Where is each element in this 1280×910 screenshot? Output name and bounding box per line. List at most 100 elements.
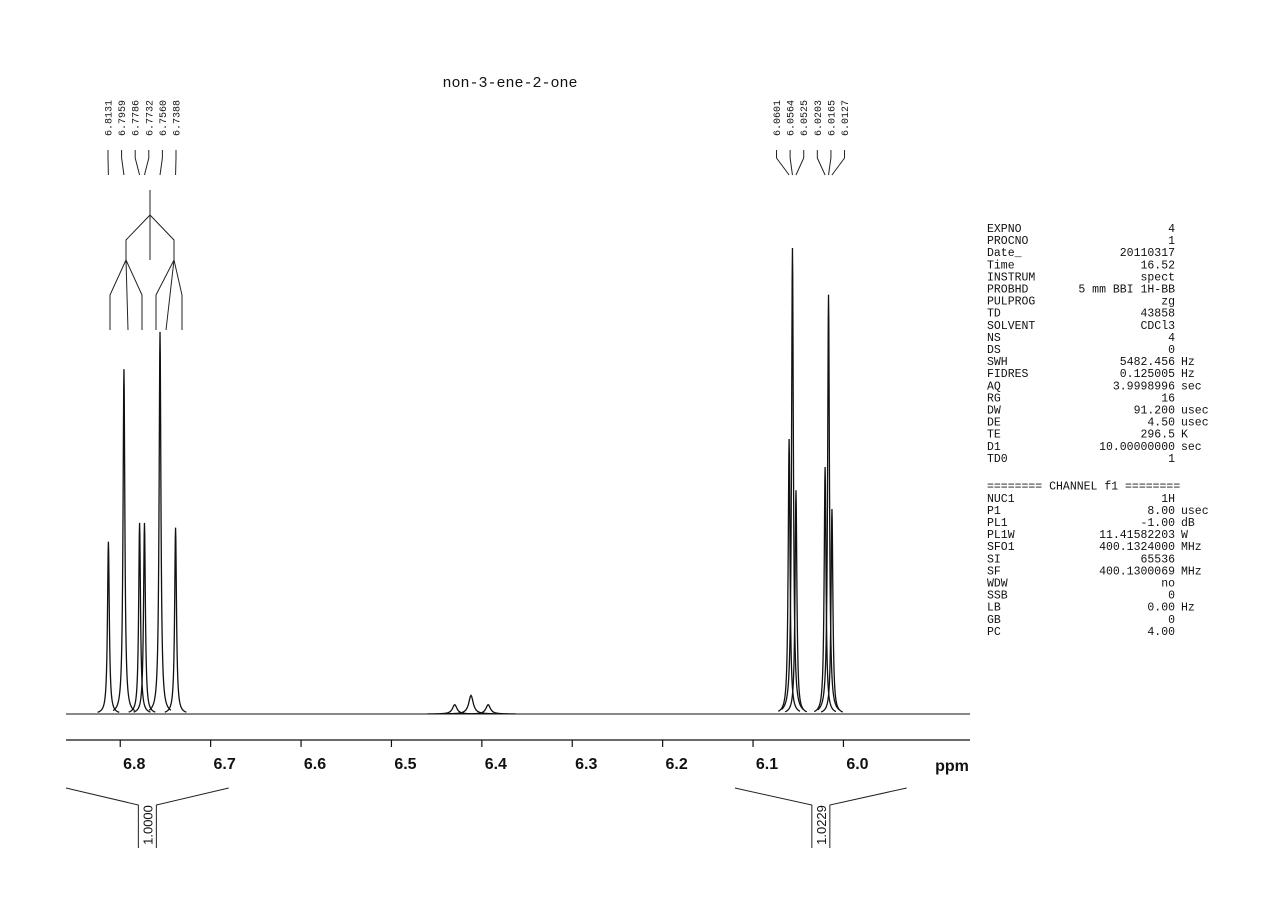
parameter-unit: usec <box>1181 417 1209 430</box>
parameter-value: 20110317 <box>1120 247 1175 260</box>
tree-lines <box>110 190 182 330</box>
parameter-value: 1 <box>1168 453 1175 466</box>
peak-label-connector <box>832 150 845 175</box>
parameter-value: 400.1300069 <box>1099 565 1175 578</box>
peak <box>461 705 515 714</box>
parameter-unit: Hz <box>1181 356 1195 369</box>
peak-label: 6.7959 <box>118 100 129 136</box>
parameter-value: 11.41582203 <box>1099 529 1175 542</box>
peak <box>444 695 498 713</box>
parameter-unit: usec <box>1181 505 1209 518</box>
parameter-name: P1 <box>987 505 1001 518</box>
parameter-value: CDCl3 <box>1140 320 1175 333</box>
peak <box>165 528 187 713</box>
parameter-name: D1 <box>987 441 1001 454</box>
integral-label: 1.0000 <box>140 805 155 845</box>
parameter-name: PROCNO <box>987 235 1029 248</box>
parameter-name: NUC1 <box>987 493 1015 506</box>
parameter-value: 5482.456 <box>1120 356 1175 369</box>
parameter-name: NS <box>987 332 1001 345</box>
parameter-name: WDW <box>987 578 1008 591</box>
parameter-unit: Hz <box>1181 602 1195 615</box>
peak-label: 6.0127 <box>841 100 852 136</box>
peak-label-connector <box>817 150 825 175</box>
peak-label-connector <box>135 150 139 175</box>
peak-label: 6.7786 <box>132 100 143 136</box>
parameter-name: SWH <box>987 356 1008 369</box>
x-tick-label: 6.2 <box>666 756 688 773</box>
parameter-value: 4 <box>1168 223 1175 236</box>
parameter-value: 65536 <box>1140 553 1175 566</box>
x-tick-label: 6.6 <box>304 756 326 773</box>
parameter-table: EXPNO 4 PROCNO 1 Date_ 20110317 Time 16.52 INSTR… <box>987 223 1209 639</box>
parameter-unit: MHz <box>1181 565 1202 578</box>
parameter-name: INSTRUM <box>987 271 1035 284</box>
parameter-unit: W <box>1181 529 1188 542</box>
parameter-value: no <box>1161 578 1175 591</box>
peak-label-connector <box>829 150 831 175</box>
parameter-value: 43858 <box>1140 308 1175 321</box>
x-tick-label: 6.7 <box>214 756 236 773</box>
parameter-value: 0 <box>1168 344 1175 357</box>
parameter-name: FIDRES <box>987 368 1029 381</box>
parameter-name: Date_ <box>987 247 1022 260</box>
peak <box>113 369 135 710</box>
parameter-value: zg <box>1161 296 1175 309</box>
x-tick-label: 6.3 <box>575 756 597 773</box>
parameter-name: SSB <box>987 590 1008 603</box>
parameter-name: PL1W <box>987 529 1015 542</box>
parameter-name: EXPNO <box>987 223 1022 236</box>
parameter-value: 400.1324000 <box>1099 541 1175 554</box>
parameter-value: 16.52 <box>1140 259 1175 272</box>
parameter-value: 0 <box>1168 590 1175 603</box>
parameter-value: spect <box>1140 271 1175 284</box>
peak-label-connector <box>122 150 124 175</box>
parameter-unit: MHz <box>1181 541 1202 554</box>
peak-label-connector <box>790 150 792 175</box>
parameter-name: PULPROG <box>987 296 1035 309</box>
parameter-value: 296.5 <box>1140 429 1175 442</box>
x-tick-label: 6.0 <box>846 756 868 773</box>
parameter-name: TE <box>987 429 1001 442</box>
peak-label: 6.7388 <box>172 100 183 136</box>
integral-label: 1.0229 <box>814 805 829 845</box>
peak-label-connector <box>777 150 790 175</box>
parameter-value: 91.200 <box>1134 405 1176 418</box>
parameter-value: 1H <box>1161 493 1175 506</box>
parameter-name: AQ <box>987 380 1001 393</box>
peak-label: 6.0601 <box>773 100 784 136</box>
parameter-name: TD0 <box>987 453 1008 466</box>
peak-label: 6.0564 <box>787 100 798 136</box>
parameter-name: Time <box>987 259 1015 272</box>
parameter-unit: usec <box>1181 405 1209 418</box>
peak <box>98 542 120 713</box>
parameter-name: PROBHD <box>987 284 1029 297</box>
parameter-name: RG <box>987 392 1001 405</box>
parameter-value: 3.9998996 <box>1113 380 1175 393</box>
parameter-name: DW <box>987 405 1001 418</box>
parameter-value: -1.00 <box>1140 517 1175 530</box>
parameter-name: PC <box>987 626 1001 639</box>
x-tick-label: 6.4 <box>485 756 507 773</box>
peak-label-connector <box>796 150 804 175</box>
parameter-value: 4.50 <box>1147 417 1175 430</box>
splitting-tree <box>110 190 182 330</box>
channel-header: ======== CHANNEL f1 ======== <box>987 481 1180 494</box>
x-tick-label: 6.1 <box>756 756 778 773</box>
parameter-name: DE <box>987 417 1001 430</box>
parameter-value: 0.125005 <box>1120 368 1175 381</box>
parameter-name: DS <box>987 344 1001 357</box>
peak-label: 6.0203 <box>814 100 825 136</box>
peak-label-connector <box>144 150 148 175</box>
parameter-value: 16 <box>1161 392 1175 405</box>
parameter-unit: sec <box>1181 441 1202 454</box>
parameter-value: 4.00 <box>1147 626 1175 639</box>
peak-label: 6.7560 <box>159 100 170 136</box>
parameter-value: 8.00 <box>1147 505 1175 518</box>
peak-label: 6.8131 <box>104 100 115 136</box>
parameter-value: 0 <box>1168 614 1175 627</box>
peak <box>818 295 840 710</box>
peak-label: 6.0525 <box>800 100 811 136</box>
